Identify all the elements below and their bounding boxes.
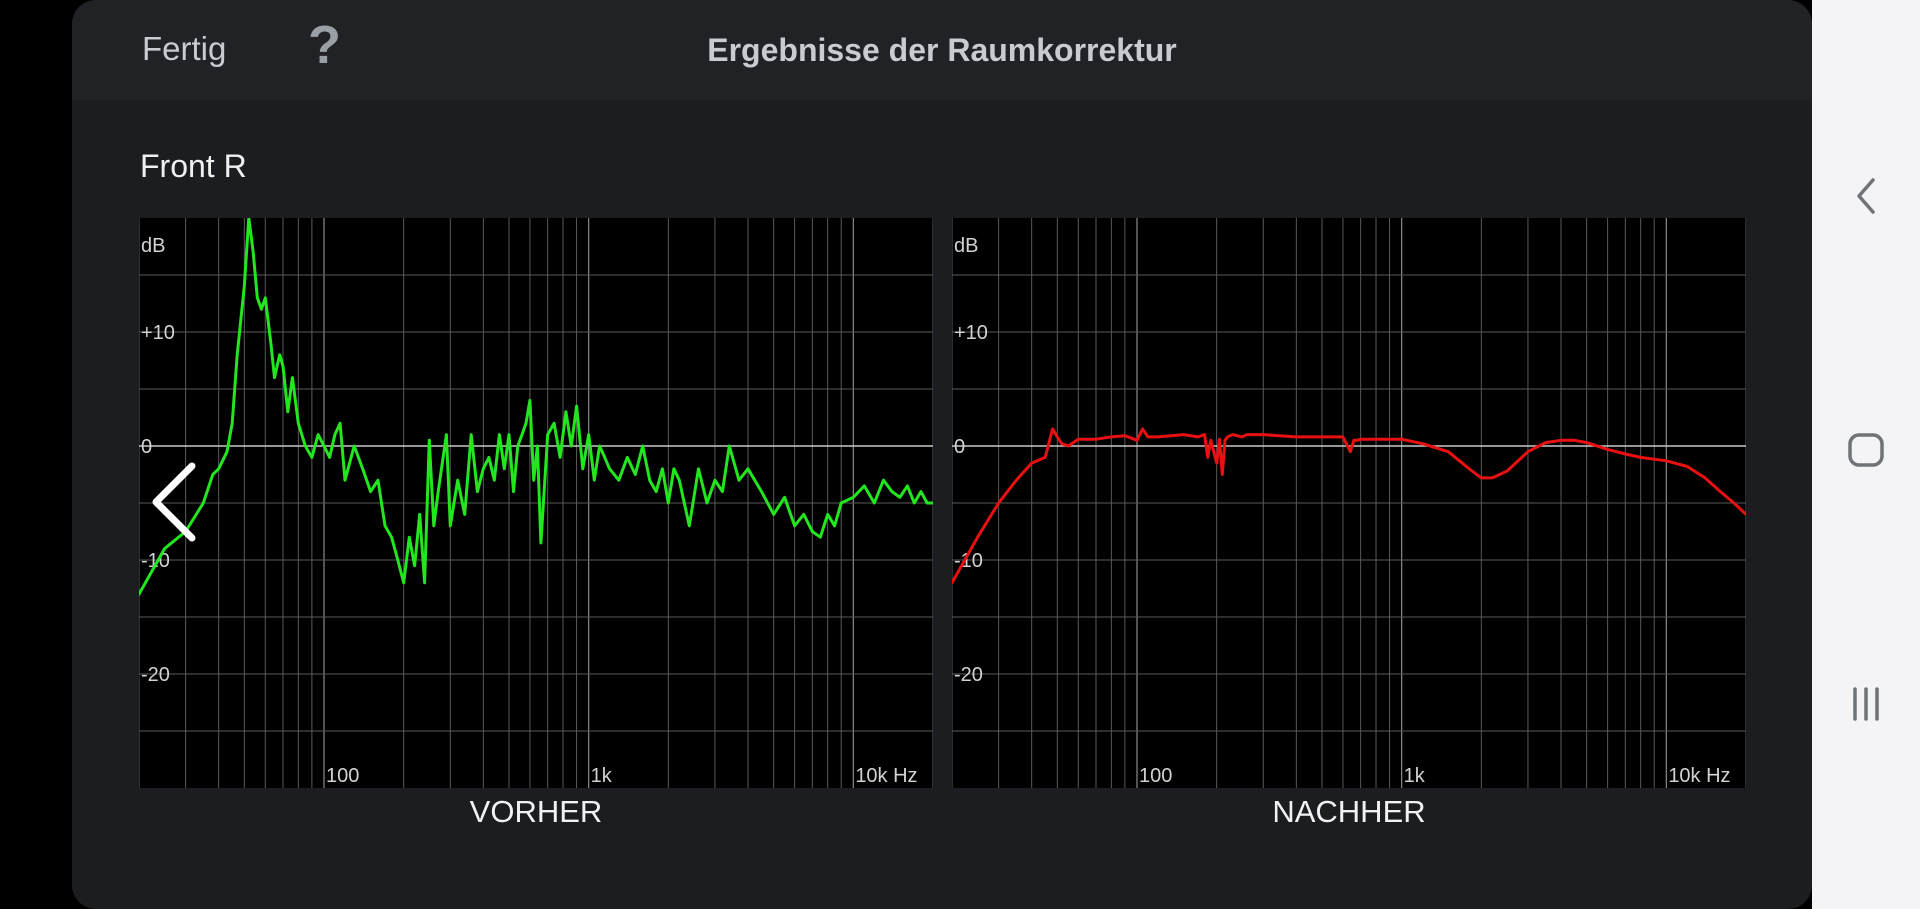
- chart-after: dB +10 0 -10 -20 100 1k 10k Hz: [952, 218, 1746, 788]
- x-tick-label: 100: [1139, 765, 1172, 787]
- page-title: Ergebnisse der Raumkorrektur: [707, 32, 1177, 68]
- prev-channel-button[interactable]: [148, 460, 208, 549]
- y-tick-label: +10: [954, 322, 988, 344]
- chart-before-caption: VORHER: [469, 794, 603, 829]
- y-tick-label: 0: [954, 436, 965, 458]
- response-line-before: [139, 218, 933, 596]
- system-home-button[interactable]: [1812, 430, 1920, 470]
- x-tick-label: 100: [326, 765, 359, 787]
- back-icon: [1857, 178, 1875, 214]
- home-icon: [1848, 433, 1884, 467]
- system-back-button[interactable]: [1812, 176, 1920, 216]
- app-panel: Fertig ? Ergebnisse der Raumkorrektur Fr…: [72, 0, 1812, 909]
- system-nav-bar: [1812, 0, 1920, 909]
- response-line-after: [952, 427, 1746, 585]
- chart-before: dB +10 0 -10 -20 100 1k 10k Hz: [139, 218, 933, 788]
- x-tick-label: 1k: [591, 765, 613, 787]
- y-tick-label: +10: [141, 322, 175, 344]
- header-bar: Fertig ? Ergebnisse der Raumkorrektur: [72, 0, 1812, 100]
- x-tick-label: 10k Hz: [1668, 765, 1730, 787]
- y-axis-label: dB: [954, 235, 978, 257]
- x-tick-label: 10k Hz: [855, 765, 917, 787]
- chart-before-svg: dB +10 0 -10 -20 100 1k 10k Hz: [139, 218, 933, 788]
- y-tick-label: -10: [141, 550, 170, 572]
- done-button[interactable]: Fertig: [142, 30, 227, 67]
- help-button[interactable]: ?: [308, 15, 341, 75]
- x-tick-label: 1k: [1404, 765, 1426, 787]
- chevron-left-icon: [152, 462, 196, 542]
- system-recents-button[interactable]: [1812, 684, 1920, 724]
- y-tick-label: 0: [141, 436, 152, 458]
- chart-after-caption: NACHHER: [1272, 794, 1426, 829]
- y-tick-label: -20: [954, 664, 983, 686]
- y-axis-label: dB: [141, 235, 165, 257]
- y-tick-label: -20: [141, 664, 170, 686]
- channel-label: Front R: [140, 148, 247, 184]
- recents-icon: [1853, 687, 1879, 721]
